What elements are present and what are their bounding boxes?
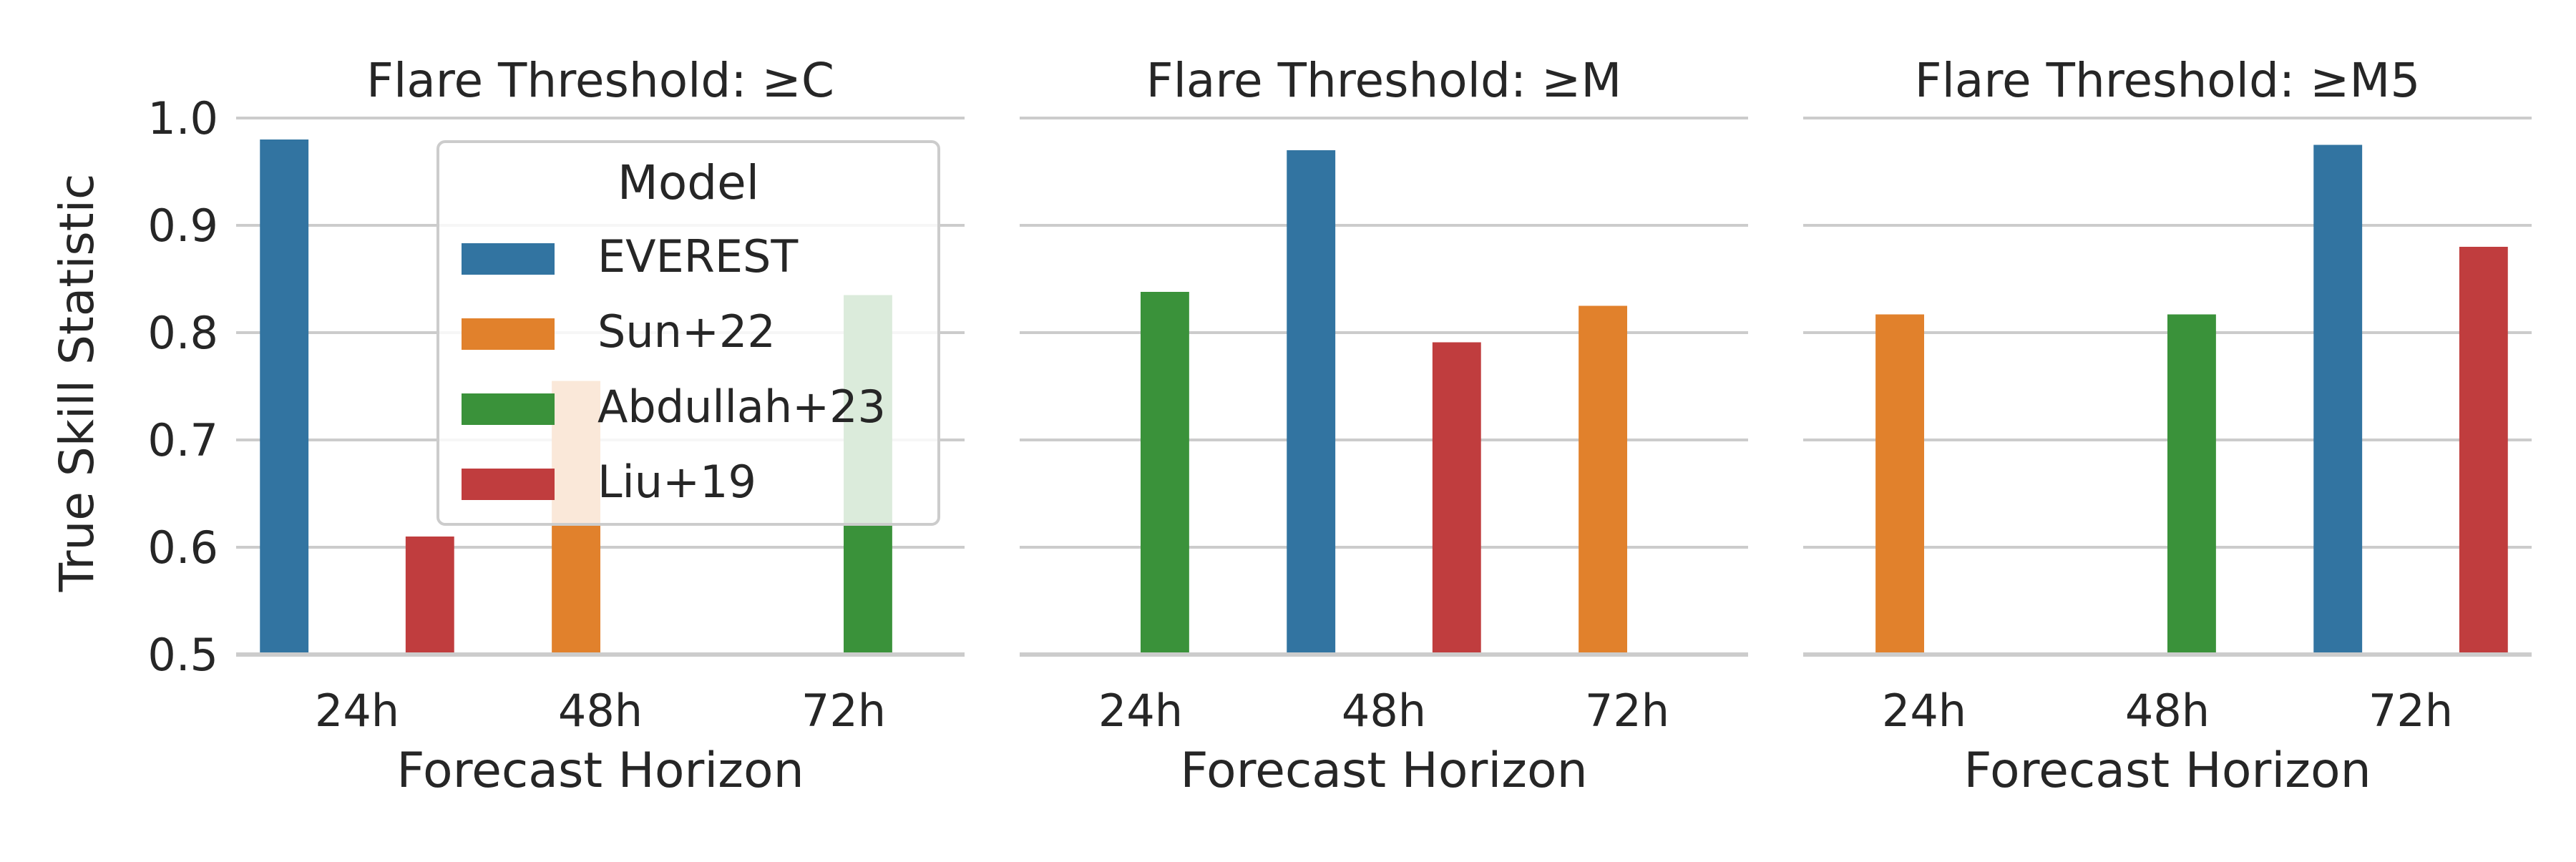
y-tick-label: 1.0	[147, 92, 218, 145]
legend-entry-label: Liu+19	[597, 456, 756, 508]
panel-title: Flare Threshold: ≥M	[1146, 53, 1622, 108]
chart-panel-2: 24h 48h 72h Forecast Horizon Flare Threshold…	[1020, 53, 1748, 799]
legend-swatch	[462, 318, 555, 350]
bar-sun-22-24h	[1875, 314, 1924, 655]
y-tick-label: 0.5	[147, 629, 218, 681]
legend-swatch	[462, 393, 555, 425]
legend-entry-label: EVEREST	[597, 230, 799, 283]
legend-swatch	[462, 469, 555, 500]
legend-title: Model	[618, 155, 759, 210]
chart-panel-3: 24h 48h 72h Forecast Horizon Flare Threshold…	[1803, 53, 2532, 799]
legend-frame	[436, 140, 940, 526]
x-tick-label: 48h	[558, 685, 643, 737]
x-tick-label: 72h	[1585, 685, 1669, 737]
bar-everest-24h	[260, 139, 309, 655]
x-tick-label: 24h	[315, 685, 399, 737]
bar-abdullah-23-24h	[1140, 292, 1189, 655]
bar-everest-72h	[2313, 145, 2363, 655]
x-tick-label: 48h	[1342, 685, 1426, 737]
x-axis-label: Forecast Horizon	[396, 743, 804, 799]
x-tick-label: 72h	[2368, 685, 2453, 737]
x-tick-label: 48h	[2125, 685, 2210, 737]
legend: Model EVEREST Sun+22 Abdullah+23 Liu+19	[436, 140, 940, 526]
legend-entry-label: Abdullah+23	[597, 381, 886, 433]
x-tick-label: 24h	[1098, 685, 1183, 737]
y-tick-label: 0.6	[147, 521, 218, 574]
bar-sun-22-72h	[1579, 305, 1628, 655]
panel-title: Flare Threshold: ≥M5	[1915, 53, 2421, 108]
bar-everest-48h	[1287, 150, 1336, 655]
bar-liu-19-72h	[2459, 247, 2508, 655]
y-tick-label: 0.8	[147, 307, 218, 359]
y-tick-label: 0.9	[147, 200, 218, 252]
x-tick-label: 24h	[1882, 685, 1966, 737]
bar-liu-19-48h	[1432, 342, 1481, 655]
y-axis-label: True Skill Statistic	[49, 174, 104, 593]
x-tick-label: 72h	[801, 685, 886, 737]
bar-liu-19-24h	[405, 537, 454, 655]
legend-swatch	[462, 243, 555, 275]
bar-abdullah-23-48h	[2167, 314, 2216, 655]
legend-entry-label: Sun+22	[597, 305, 776, 358]
y-tick-label: 0.7	[147, 414, 218, 466]
panel-title: Flare Threshold: ≥C	[366, 53, 834, 108]
x-axis-label: Forecast Horizon	[1963, 743, 2371, 799]
x-axis-label: Forecast Horizon	[1180, 743, 1587, 799]
